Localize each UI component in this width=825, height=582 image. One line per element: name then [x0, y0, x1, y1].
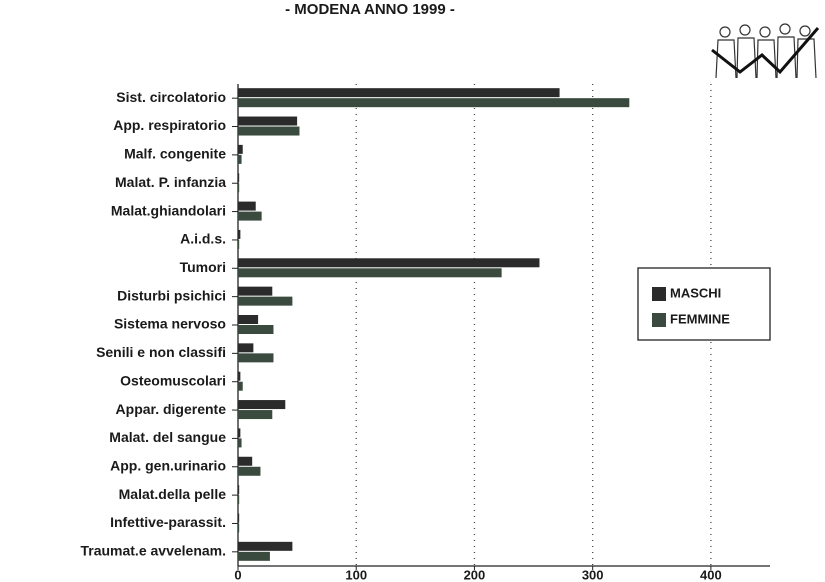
legend-swatch — [652, 313, 666, 327]
bar — [238, 457, 252, 466]
bar — [238, 173, 239, 182]
bar — [238, 372, 240, 381]
bar — [238, 127, 299, 136]
y-tick-label: Malat.ghiandolari — [111, 202, 226, 218]
legend-label: MASCHI — [670, 285, 721, 300]
bar — [238, 297, 292, 306]
bar — [238, 542, 292, 551]
y-tick-label: Appar. digerente — [116, 401, 227, 417]
y-tick-label: Senili e non classifi — [96, 344, 226, 360]
bar — [238, 155, 242, 164]
y-tick-label: Malat. P. infanzia — [115, 174, 226, 190]
y-tick-label: Malat. del sangue — [109, 429, 226, 445]
bar — [238, 410, 272, 419]
y-tick-label: App. gen.urinario — [110, 457, 226, 473]
y-tick-label: Tumori — [180, 259, 226, 275]
legend-swatch — [652, 287, 666, 301]
x-tick-label: 0 — [234, 567, 241, 582]
y-tick-label: Sist. circolatorio — [116, 89, 226, 105]
bar — [238, 495, 239, 504]
bar — [238, 552, 270, 561]
chart-title: - MODENA ANNO 1999 - — [285, 1, 455, 18]
bar — [238, 325, 273, 334]
bar — [238, 523, 239, 532]
people-icon — [712, 24, 818, 78]
bar — [238, 428, 240, 437]
bar — [238, 467, 260, 476]
bar — [238, 240, 239, 249]
bar — [238, 485, 239, 494]
bar — [238, 145, 243, 154]
bar — [238, 343, 253, 352]
bar — [238, 258, 539, 267]
bar — [238, 400, 285, 409]
bar — [238, 212, 262, 221]
bar — [238, 230, 240, 239]
legend-box — [638, 268, 770, 340]
bar — [238, 202, 256, 211]
y-tick-label: Osteomuscolari — [120, 372, 226, 388]
y-tick-label: Disturbi psichici — [117, 287, 226, 303]
bar — [238, 117, 297, 126]
bar — [238, 513, 239, 522]
legend-label: FEMMINE — [670, 311, 730, 326]
y-tick-label: Infettive-parassit. — [110, 514, 226, 530]
chart: - MODENA ANNO 1999 - 0 100 200 300 400 Sist. … — [0, 0, 825, 582]
x-tick-label: 100 — [345, 567, 367, 582]
y-tick-label: A.i.d.s. — [180, 231, 226, 247]
y-tick-label: App. respiratorio — [113, 117, 226, 133]
y-tick-label: Traumat.e avvelenam. — [80, 543, 226, 559]
x-tick-label: 200 — [464, 567, 486, 582]
bar — [238, 287, 272, 296]
bar — [238, 438, 242, 447]
bar — [238, 382, 243, 391]
bar — [238, 268, 502, 277]
y-tick-label: Sistema nervoso — [114, 316, 226, 332]
y-tick-label: Malf. congenite — [124, 146, 226, 162]
bar — [238, 98, 629, 107]
bar — [238, 183, 239, 192]
x-tick-label: 400 — [700, 567, 722, 582]
y-tick-label: Malat.della pelle — [119, 486, 227, 502]
bar — [238, 315, 258, 324]
x-tick-label: 300 — [582, 567, 604, 582]
bar — [238, 353, 273, 362]
bar — [238, 88, 560, 97]
